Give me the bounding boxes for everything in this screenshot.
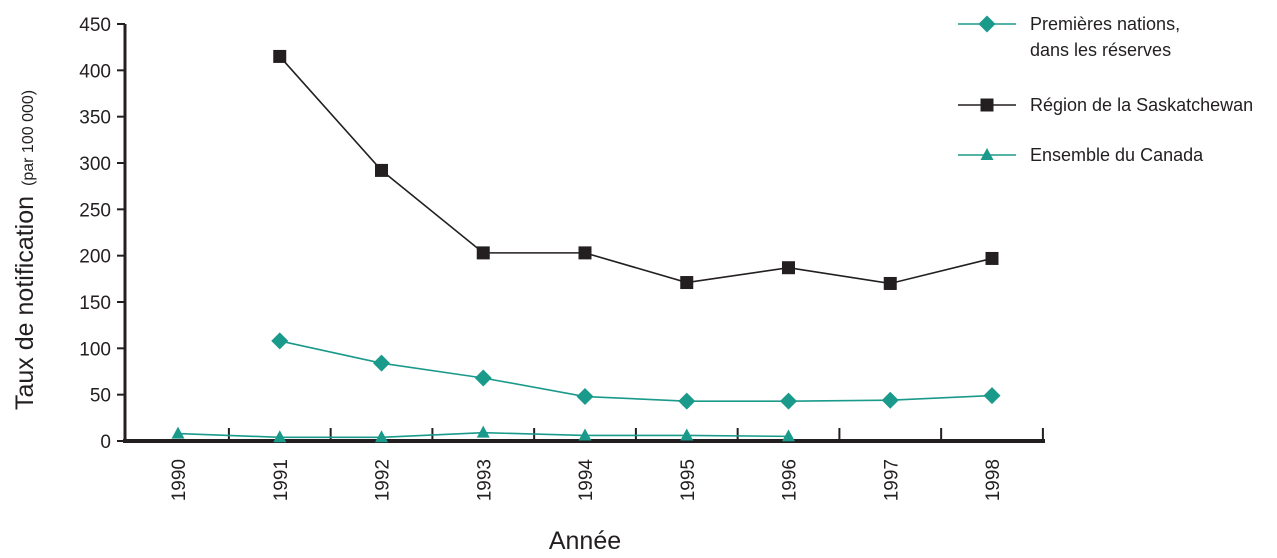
series-1-point-5 [680, 276, 694, 290]
series-0-point-6 [780, 392, 797, 410]
series-1-line [279, 55, 993, 285]
series-2-point-2 [375, 430, 388, 443]
series-1-point-6 [782, 261, 795, 275]
series-0 [271, 332, 1001, 410]
x-tick-label-6: 1996 [780, 459, 801, 501]
series-0-point-2 [373, 354, 390, 372]
legend-swatch-marker-0 [978, 15, 996, 33]
y-ticks: 0 50 100 150 200 250 300 350 400 450 [79, 15, 125, 453]
x-tick-label-2: 1992 [373, 459, 394, 501]
series-0-point-7 [881, 391, 899, 409]
y-axis-unit: (par 100 000) [20, 90, 37, 186]
y-axis-label: Taux de notification [11, 196, 39, 410]
y-tick-label-3: 150 [79, 293, 111, 314]
series-1-point-3 [476, 246, 490, 260]
series-0-point-4 [576, 388, 594, 406]
series-1-point-2 [375, 163, 388, 177]
series-0-point-8 [983, 387, 1001, 405]
series-1-point-7 [883, 276, 897, 290]
series-2-point-6 [782, 429, 795, 442]
y-tick-label-9: 450 [79, 15, 111, 36]
legend-swatch-marker-2 [980, 148, 994, 160]
x-tick-label-8: 1998 [983, 459, 1004, 501]
y-tick-label-8: 400 [79, 61, 111, 82]
series-2-point-1 [273, 430, 287, 443]
x-tick-label-4: 1994 [576, 459, 597, 502]
x-tick-label-3: 1993 [474, 459, 495, 501]
legend-label-0-0: Premières nations, [1030, 14, 1180, 34]
series-group [171, 49, 1001, 443]
series-1-point-1 [273, 49, 287, 63]
legend-item-0: Premières nations, dans les réserves [958, 14, 1180, 60]
y-tick-label-2: 100 [79, 339, 111, 360]
legend-label-1-0: Région de la Saskatchewan [1030, 95, 1253, 115]
y-tick-label-6: 300 [79, 154, 111, 175]
series-0-point-1 [271, 332, 289, 350]
series-0-line [279, 340, 993, 402]
y-tick-label-0: 0 [100, 432, 111, 453]
x-tick-label-7: 1997 [881, 459, 902, 501]
axes [123, 24, 1045, 443]
y-tick-label-1: 50 [90, 386, 111, 407]
x-tick-label-1: 1991 [271, 459, 292, 501]
series-1 [273, 49, 999, 290]
y-tick-label-4: 200 [79, 247, 111, 268]
x-axis-title: Année [549, 527, 621, 555]
y-axis-title: Taux de notification (par 100 000) [11, 90, 39, 410]
legend: Premières nations, dans les réserves Régio… [958, 14, 1253, 165]
series-1-point-8 [985, 251, 999, 265]
series-0-point-5 [678, 392, 696, 410]
legend-label-0-1: dans les réserves [1030, 40, 1171, 60]
legend-label-2-0: Ensemble du Canada [1030, 145, 1204, 165]
series-0-point-3 [474, 369, 492, 387]
series-1-point-4 [578, 246, 592, 260]
legend-swatch-marker-1 [980, 98, 994, 112]
y-tick-label-5: 250 [79, 200, 111, 221]
series-2-point-4 [578, 428, 592, 441]
x-tick-label-5: 1995 [678, 459, 699, 501]
legend-item-1: Région de la Saskatchewan [958, 95, 1253, 115]
legend-item-2: Ensemble du Canada [958, 145, 1204, 165]
series-2-point-0 [171, 426, 185, 439]
series-2-point-5 [680, 428, 694, 441]
series-2-point-3 [476, 425, 490, 438]
x-ticks: 1990 1991 1992 1993 1994 1995 1996 1997 1998 [169, 428, 1044, 502]
y-tick-label-7: 350 [79, 108, 111, 129]
x-tick-label-0: 1990 [169, 459, 190, 501]
series-2 [171, 425, 795, 443]
